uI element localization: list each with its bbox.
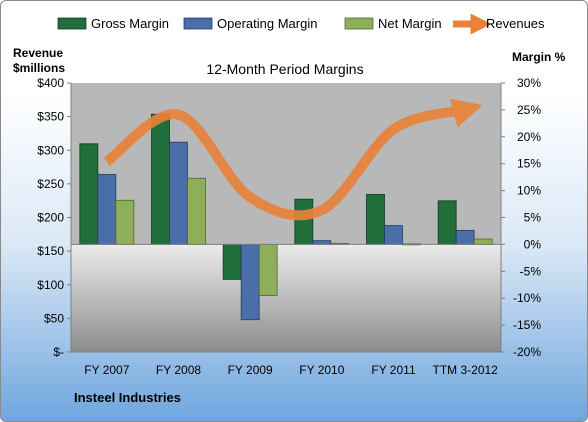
category-label: FY 2007 — [84, 363, 129, 377]
legend-swatch-operating-margin — [183, 17, 213, 30]
right-tick-label: 5% — [524, 211, 542, 225]
left-axis-label-line1: Revenue — [13, 46, 63, 60]
plot-area-lower — [71, 244, 501, 352]
bar-gross-margin-0 — [79, 143, 99, 245]
bar-operating-margin-3 — [312, 240, 332, 245]
left-axis-label-line2: $millions — [13, 61, 65, 75]
bar-gross-margin-1 — [151, 113, 170, 245]
category-label: TTM 3-2012 — [432, 363, 498, 377]
left-tick-label: $50 — [44, 311, 64, 325]
bar-operating-margin-1 — [169, 141, 188, 245]
left-tick-label: $250 — [37, 177, 64, 191]
bar-net-margin-2 — [258, 243, 278, 296]
bar-gross-margin-2 — [222, 243, 242, 280]
legend-swatch-gross-margin — [57, 17, 87, 30]
bar-operating-margin-5 — [455, 230, 475, 245]
category-label: FY 2010 — [299, 363, 344, 377]
chart-title: 12-Month Period Margins — [206, 61, 363, 77]
left-tick-label: $200 — [37, 211, 64, 225]
category-label: FY 2008 — [156, 363, 201, 377]
category-label: FY 2009 — [228, 363, 273, 377]
bar-gross-margin-5 — [437, 200, 457, 245]
right-tick-label: 15% — [517, 157, 541, 171]
legend-label: Gross Margin — [91, 16, 169, 31]
bar-net-margin-5 — [473, 238, 493, 245]
legend-label: Net Margin — [378, 16, 442, 31]
right-tick-label: 30% — [517, 76, 541, 90]
right-tick-label: 25% — [517, 103, 541, 117]
revenues-line — [103, 98, 483, 221]
left-tick-label: $- — [53, 345, 64, 359]
left-tick-label: $300 — [37, 143, 64, 157]
right-tick-label: -5% — [520, 264, 542, 278]
bar-operating-margin-0 — [97, 174, 117, 245]
right-tick-label: -10% — [513, 291, 541, 305]
bar-operating-margin-2 — [240, 243, 260, 321]
right-tick-label: -15% — [513, 318, 541, 332]
plot-area-upper — [71, 83, 501, 245]
legend-label: Operating Margin — [217, 16, 317, 31]
bar-gross-margin-3 — [294, 198, 314, 245]
left-tick-label: $150 — [37, 244, 64, 258]
category-label: FY 2011 — [371, 363, 416, 377]
bar-gross-margin-4 — [366, 193, 385, 245]
legend-swatch-net-margin — [344, 17, 374, 30]
company-label: Insteel Industries — [74, 390, 181, 405]
bar-net-margin-0 — [115, 199, 135, 245]
legend-label: Revenues — [486, 16, 545, 31]
bar-net-margin-1 — [187, 177, 206, 245]
left-tick-label: $350 — [37, 110, 64, 124]
left-tick-label: $100 — [37, 278, 64, 292]
right-tick-label: -20% — [513, 345, 541, 359]
right-tick-label: 0% — [524, 237, 542, 251]
left-tick-label: $400 — [37, 76, 64, 90]
bar-operating-margin-4 — [384, 225, 403, 245]
right-tick-label: 20% — [517, 130, 541, 144]
right-axis-label: Margin % — [512, 50, 566, 64]
right-tick-label: 10% — [517, 184, 541, 198]
